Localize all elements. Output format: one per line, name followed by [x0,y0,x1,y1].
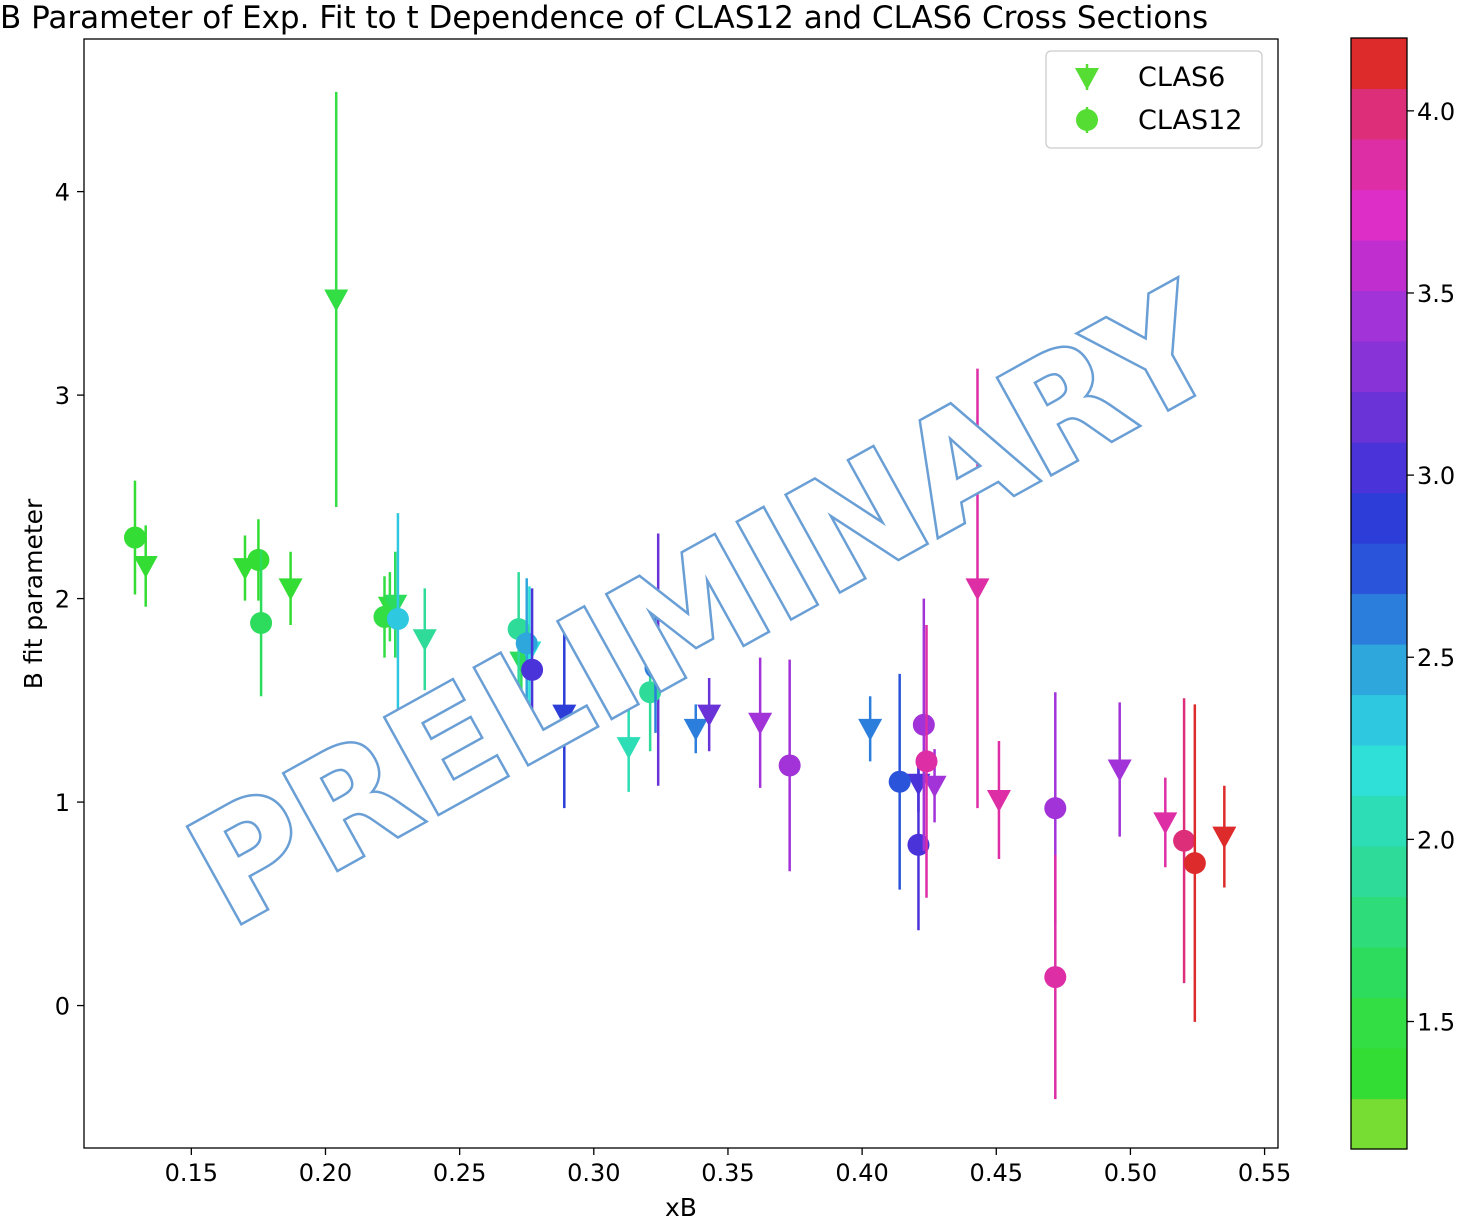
x-axis-label: xB [665,1193,697,1222]
y-tick-label: 3 [55,382,70,410]
colorbar-segment [1351,795,1407,847]
data-point-triangle [858,718,883,741]
legend-label-clas12: CLAS12 [1138,105,1242,136]
data-point-circle [915,750,938,773]
data-point-triangle [986,790,1011,813]
x-tick-label: 0.25 [433,1159,486,1187]
data-point-triangle [616,737,641,760]
x-tick-label: 0.40 [835,1159,888,1187]
x-tick-label: 0.30 [567,1159,620,1187]
colorbar-segment [1351,492,1407,544]
data-point-triangle [748,712,773,735]
y-tick-label: 4 [55,179,70,207]
legend-marker-clas6 [1075,68,1099,90]
colorbar-segment [1351,997,1407,1049]
y-tick-label: 0 [55,993,70,1021]
data-point-triangle [965,578,990,601]
x-tick-label: 0.15 [165,1159,218,1187]
data-point-triangle [324,289,349,312]
y-axis-ticks: 0 1 2 3 4 [55,179,84,1021]
data-point-circle [644,656,667,679]
data-point-circle [386,607,409,630]
legend-label-clas6: CLAS6 [1138,62,1225,93]
series-clas12 [123,480,1206,1100]
colorbar-tick-label: 4.0 [1417,98,1455,126]
colorbar-ticks: 1.5 2.0 2.5 3.0 3.5 4.0 [1407,98,1455,1037]
data-point-triangle [1212,826,1237,849]
colorbar-segment [1351,745,1407,797]
data-point-triangle [383,594,408,617]
data-point-triangle [1153,812,1178,835]
colorbar [1351,38,1407,1150]
plot-frame [83,38,1279,1149]
x-tick-label: 0.35 [701,1159,754,1187]
data-point-triangle [697,704,722,727]
colorbar-segment [1351,1048,1407,1100]
x-tick-label: 0.20 [299,1159,352,1187]
y-tick-label: 1 [55,789,70,817]
data-point-circle [912,713,935,736]
colorbar-tick-label: 2.5 [1417,644,1455,672]
data-point-circle [888,770,911,793]
colorbar-segment [1351,139,1407,191]
data-point-circle [123,526,146,549]
colorbar-segment [1351,593,1407,645]
data-point-circle [247,548,270,571]
colorbar-segment [1351,947,1407,999]
data-point-circle [1044,797,1067,820]
colorbar-segment [1351,88,1407,140]
data-point-triangle [683,718,708,741]
colorbar-segment [1351,694,1407,746]
y-axis-label: B fit parameter [19,498,48,689]
legend: CLAS6 CLAS12 [1045,50,1263,149]
legend-marker-clas12 [1076,109,1098,131]
colorbar-segment [1351,341,1407,393]
data-point-circle [521,658,544,681]
y-tick-label: 2 [55,586,70,614]
data-point-triangle [552,704,577,727]
colorbar-segment [1351,240,1407,292]
colorbar-segment [1351,896,1407,948]
colorbar-segment [1351,442,1407,494]
data-point-circle [1173,829,1196,852]
data-point-circle [1183,852,1206,875]
colorbar-segment [1351,846,1407,898]
data-point-circle [250,612,273,635]
colorbar-segment [1351,644,1407,696]
data-point-triangle [922,775,947,798]
colorbar-segment [1351,38,1407,90]
data-point-triangle [278,578,303,601]
colorbar-segment [1351,189,1407,241]
colorbar-tick-label: 2.0 [1417,826,1455,854]
data-point-circle [1044,966,1067,989]
x-tick-label: 0.50 [1104,1159,1157,1187]
chart-title: B Parameter of Exp. Fit to t Dependence … [0,0,1208,36]
data-point-circle [778,754,801,777]
data-point-triangle [412,629,437,652]
data-point-triangle [133,556,158,579]
data-point-triangle [1107,759,1132,782]
colorbar-segment [1351,1098,1407,1150]
legend-box [1045,50,1263,149]
colorbar-tick-label: 3.0 [1417,462,1455,490]
data-points [123,91,1237,1100]
colorbar-tick-label: 3.5 [1417,280,1455,308]
colorbar-segment [1351,543,1407,595]
x-tick-label: 0.55 [1238,1159,1291,1187]
colorbar-frame [1350,37,1408,1150]
colorbar-tick-label: 1.5 [1417,1009,1455,1037]
colorbar-segment [1351,391,1407,443]
x-tick-label: 0.45 [970,1159,1023,1187]
colorbar-segment [1351,290,1407,342]
x-axis-ticks: 0.15 0.20 0.25 0.30 0.35 0.40 0.45 0.50 0.55 [165,1148,1291,1187]
